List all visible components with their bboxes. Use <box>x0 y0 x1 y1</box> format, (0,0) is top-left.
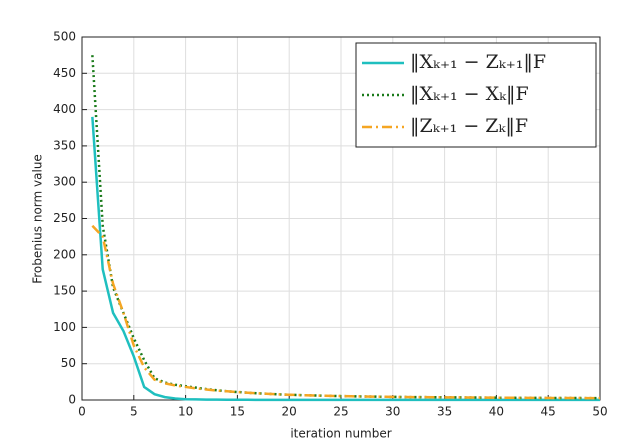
y-tick-label: 0 <box>68 393 76 407</box>
x-tick-label: 30 <box>385 405 400 419</box>
y-tick-label: 250 <box>53 211 76 225</box>
y-tick-label: 400 <box>53 102 76 116</box>
x-tick-label: 35 <box>437 405 452 419</box>
legend-box <box>355 42 597 148</box>
data-line <box>91 116 600 402</box>
x-tick-label: 40 <box>489 405 504 419</box>
y-tick-label: 50 <box>61 356 76 370</box>
legend-label: ‖Xₖ₊₁ − Xₖ‖F <box>410 83 529 105</box>
legend-label: ‖Xₖ₊₁ − Zₖ₊₁‖F <box>410 51 546 73</box>
x-tick-label: 25 <box>333 405 348 419</box>
legend-label: ‖Zₖ₊₁ − Zₖ‖F <box>410 115 528 137</box>
y-tick-label: 200 <box>53 247 76 261</box>
x-tick-label: 50 <box>592 405 607 419</box>
y-tick-label: 450 <box>53 66 76 80</box>
y-tick-label: 150 <box>53 284 76 298</box>
x-tick-label: 15 <box>230 405 245 419</box>
x-tick-label: 0 <box>78 405 86 419</box>
y-axis-label: Frobenius norm value <box>31 154 45 284</box>
y-tick-label: 100 <box>53 320 76 334</box>
data-line <box>91 224 600 400</box>
y-tick-label: 500 <box>53 30 76 44</box>
x-tick-label: 5 <box>130 405 138 419</box>
x-axis-label: iteration number <box>290 427 391 441</box>
x-tick-label: 10 <box>178 405 193 419</box>
y-tick-label: 350 <box>53 138 76 152</box>
y-tick-label: 300 <box>53 175 76 189</box>
x-tick-label: 20 <box>282 405 297 419</box>
x-tick-label: 45 <box>541 405 556 419</box>
